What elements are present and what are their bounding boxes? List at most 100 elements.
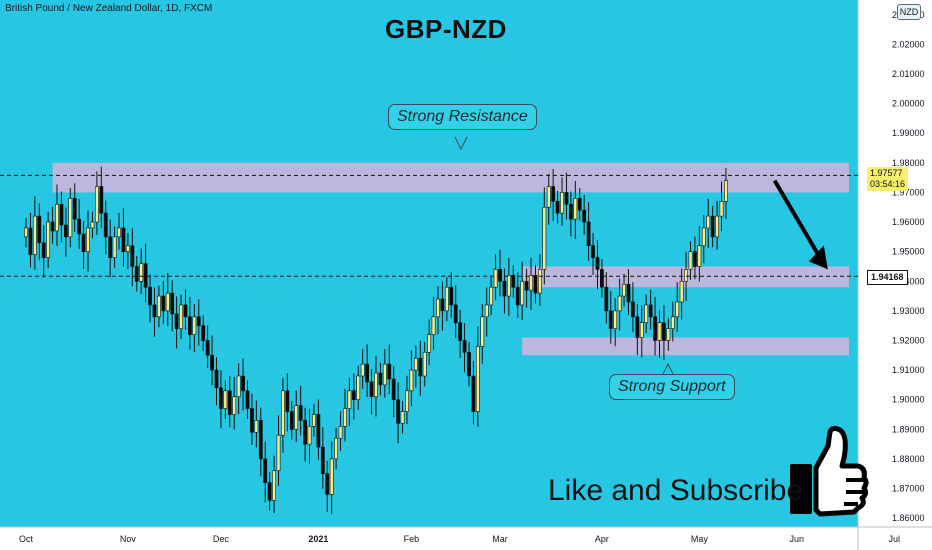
- candle-body: [289, 411, 294, 430]
- candle-body: [502, 280, 507, 297]
- candle-body: [188, 316, 192, 335]
- candle-body: [276, 434, 281, 472]
- y-tick-label: 1.92000: [892, 335, 925, 345]
- candle-body: [524, 280, 529, 291]
- candle-body: [599, 269, 604, 288]
- candle-body: [546, 186, 551, 208]
- y-tick-label: 1.86000: [892, 513, 925, 523]
- candle-body: [604, 286, 609, 312]
- y-tick-label: 1.88000: [892, 454, 925, 464]
- candle-body: [59, 203, 64, 226]
- y-tick-label: 1.91000: [892, 365, 925, 375]
- candle-body: [174, 313, 179, 329]
- candle-body: [219, 387, 223, 409]
- candle-body: [520, 280, 525, 306]
- candle-body: [706, 215, 711, 229]
- support-price-tag: 1.94168: [867, 270, 908, 285]
- candle-body: [413, 357, 418, 371]
- candle-body: [183, 304, 188, 318]
- candle-body: [639, 322, 644, 338]
- candle-body: [480, 316, 485, 347]
- candle-body: [586, 221, 591, 247]
- candle-body: [391, 378, 396, 400]
- down-arrow-head: [808, 245, 828, 270]
- thumbs-up-icon: [790, 425, 869, 517]
- time-axis: [0, 527, 932, 550]
- y-tick-label: 1.99000: [892, 128, 925, 138]
- plot-background: [0, 0, 858, 527]
- candle-body: [245, 390, 250, 409]
- candle-body: [241, 375, 245, 392]
- candle-body: [498, 269, 502, 282]
- candle-body: [475, 346, 480, 412]
- support-callout-pointer: [661, 362, 675, 377]
- candle-body: [582, 209, 587, 223]
- symbol-label: British Pound / New Zealand Dollar, 1D, …: [5, 3, 213, 14]
- candle-body: [653, 316, 657, 341]
- candle-body: [710, 215, 715, 238]
- candle-body: [50, 221, 55, 232]
- candle-body: [542, 206, 547, 270]
- candle-body: [684, 269, 688, 282]
- candle-body: [382, 363, 387, 386]
- candle-body: [298, 405, 303, 421]
- candle-body: [81, 233, 86, 252]
- price-zone: [522, 337, 849, 356]
- candle-body: [378, 372, 383, 386]
- candle-body: [134, 266, 139, 282]
- candle-body: [86, 227, 90, 252]
- candle-body: [77, 218, 82, 235]
- candle-body: [281, 390, 285, 436]
- candle-body: [688, 251, 693, 270]
- candle-body: [591, 245, 595, 258]
- candle-body: [157, 295, 161, 318]
- x-tick-label: 2021: [308, 534, 328, 544]
- y-tick-label: 1.96000: [892, 217, 925, 227]
- candle-body: [312, 414, 316, 427]
- currency-badge[interactable]: NZD: [897, 4, 921, 20]
- candle-body: [130, 245, 135, 267]
- x-tick-label: May: [691, 534, 709, 544]
- candle-body: [90, 221, 95, 229]
- candle-body: [422, 352, 427, 377]
- candle-body: [701, 227, 706, 247]
- y-tick-label: 1.97000: [892, 187, 925, 197]
- candle-body: [396, 399, 401, 424]
- candle-body: [139, 263, 144, 282]
- candle-body: [719, 201, 724, 217]
- x-tick-label: Jun: [790, 534, 805, 544]
- candle-body: [223, 390, 228, 409]
- resistance-callout-pointer: [454, 136, 468, 151]
- candle-body: [670, 316, 675, 329]
- candle-body: [724, 180, 728, 202]
- candle-body: [595, 257, 600, 270]
- candle-body: [537, 269, 542, 294]
- candle-body: [258, 420, 263, 460]
- candle-body: [343, 408, 347, 427]
- candle-body: [196, 316, 201, 326]
- candle-body: [307, 426, 312, 445]
- y-tick-label: 2.02000: [892, 39, 925, 49]
- candle-body: [329, 458, 334, 495]
- candle-body: [161, 295, 166, 312]
- candle-body: [675, 301, 680, 318]
- candle-body: [192, 316, 197, 335]
- y-tick-label: 1.93000: [892, 306, 925, 316]
- candle-body: [148, 286, 152, 306]
- candle-body: [644, 304, 649, 324]
- candle-body: [387, 363, 392, 380]
- candle-body: [55, 203, 59, 232]
- candle-body: [303, 420, 307, 445]
- candle-body: [263, 458, 268, 483]
- candle-body: [400, 411, 405, 424]
- candle-body: [201, 325, 206, 341]
- resistance-callout: Strong Resistance: [388, 104, 537, 130]
- candle-body: [617, 295, 622, 312]
- candle-body: [267, 482, 272, 501]
- candle-body: [152, 304, 157, 318]
- candle-body: [697, 245, 702, 267]
- y-tick-label: 1.95000: [892, 247, 925, 257]
- candle-body: [626, 283, 631, 303]
- x-tick-label: Dec: [213, 534, 230, 544]
